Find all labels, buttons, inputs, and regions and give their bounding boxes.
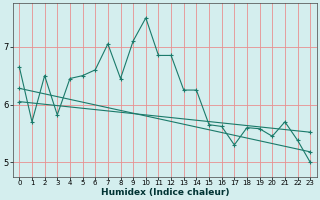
X-axis label: Humidex (Indice chaleur): Humidex (Indice chaleur) (100, 188, 229, 197)
